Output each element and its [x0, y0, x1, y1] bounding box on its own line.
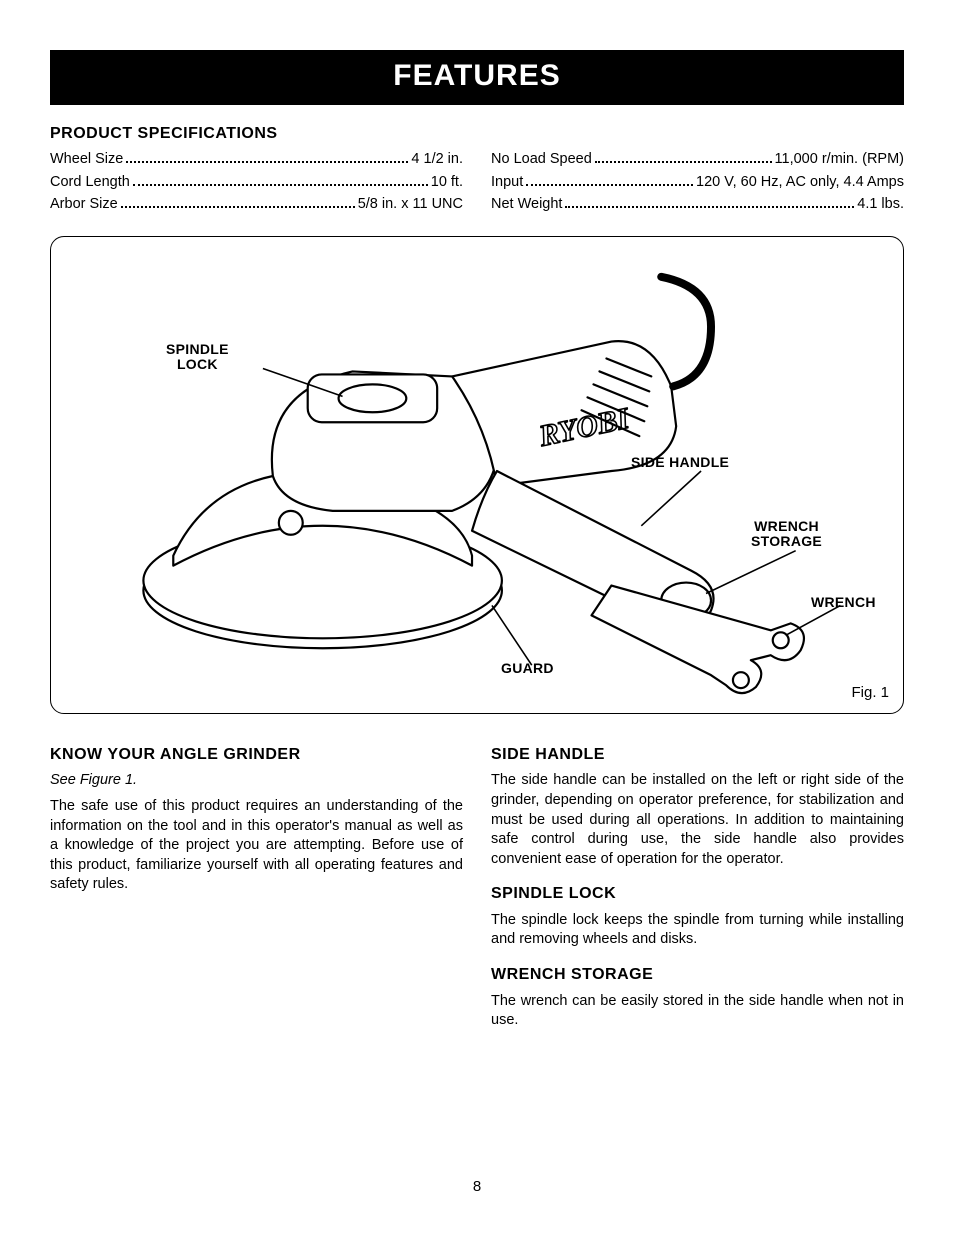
figure-box: RYOBI SPINDLELOCK SIDE HANDLE WRENCHSTOR… [50, 236, 904, 714]
spec-value: 4.1 lbs. [857, 195, 904, 215]
body-text: The safe use of this product requires an… [50, 797, 463, 895]
see-figure-ref: See Figure 1. [50, 771, 463, 791]
spec-value: 11,000 r/min. (RPM) [775, 150, 904, 170]
callout-guard: GUARD [501, 661, 554, 676]
spec-row: Input 120 V, 60 Hz, AC only, 4.4 Amps [491, 173, 904, 193]
spec-dots [121, 206, 355, 208]
callout-wrench: WRENCH [811, 595, 876, 610]
spec-label: Net Weight [491, 195, 562, 215]
spec-row: Arbor Size 5/8 in. x 11 UNC [50, 195, 463, 215]
spec-value: 10 ft. [431, 173, 463, 193]
spec-value: 120 V, 60 Hz, AC only, 4.4 Amps [696, 173, 904, 193]
body-text: The spindle lock keeps the spindle from … [491, 911, 904, 950]
spec-dots [595, 161, 772, 163]
spec-dots [126, 161, 408, 163]
spec-row: Wheel Size 4 1/2 in. [50, 150, 463, 170]
spec-heading: PRODUCT SPECIFICATIONS [50, 123, 904, 145]
body-text: The side handle can be installed on the … [491, 771, 904, 869]
spec-row: Cord Length 10 ft. [50, 173, 463, 193]
spec-label: Cord Length [50, 173, 130, 193]
figure-caption: Fig. 1 [851, 683, 889, 703]
spec-columns: Wheel Size 4 1/2 in. Cord Length 10 ft. … [50, 150, 904, 218]
callout-wrench-storage: WRENCHSTORAGE [751, 519, 822, 550]
spec-col-left: Wheel Size 4 1/2 in. Cord Length 10 ft. … [50, 150, 463, 218]
page-number: 8 [50, 1177, 904, 1197]
spec-dots [526, 184, 693, 186]
spec-row: Net Weight 4.1 lbs. [491, 195, 904, 215]
spec-col-right: No Load Speed 11,000 r/min. (RPM) Input … [491, 150, 904, 218]
heading-wrench-storage: WRENCH STORAGE [491, 964, 904, 986]
grinder-diagram-icon: RYOBI [51, 237, 903, 713]
spec-dots [565, 206, 854, 208]
spec-value: 4 1/2 in. [411, 150, 463, 170]
heading-spindle-lock: SPINDLE LOCK [491, 883, 904, 905]
body-columns: KNOW YOUR ANGLE GRINDER See Figure 1. Th… [50, 730, 904, 1037]
heading-side-handle: SIDE HANDLE [491, 744, 904, 766]
spec-value: 5/8 in. x 11 UNC [358, 195, 463, 215]
body-col-right: SIDE HANDLE The side handle can be insta… [491, 730, 904, 1037]
features-banner: FEATURES [50, 50, 904, 105]
spec-label: Wheel Size [50, 150, 123, 170]
spec-label: Arbor Size [50, 195, 118, 215]
body-col-left: KNOW YOUR ANGLE GRINDER See Figure 1. Th… [50, 730, 463, 1037]
spec-row: No Load Speed 11,000 r/min. (RPM) [491, 150, 904, 170]
body-text: The wrench can be easily stored in the s… [491, 992, 904, 1031]
spec-label: No Load Speed [491, 150, 592, 170]
callout-side-handle: SIDE HANDLE [631, 455, 729, 470]
spec-dots [133, 184, 428, 186]
spec-label: Input [491, 173, 523, 193]
callout-spindle-lock: SPINDLELOCK [166, 342, 229, 373]
heading-know-your-grinder: KNOW YOUR ANGLE GRINDER [50, 744, 463, 766]
